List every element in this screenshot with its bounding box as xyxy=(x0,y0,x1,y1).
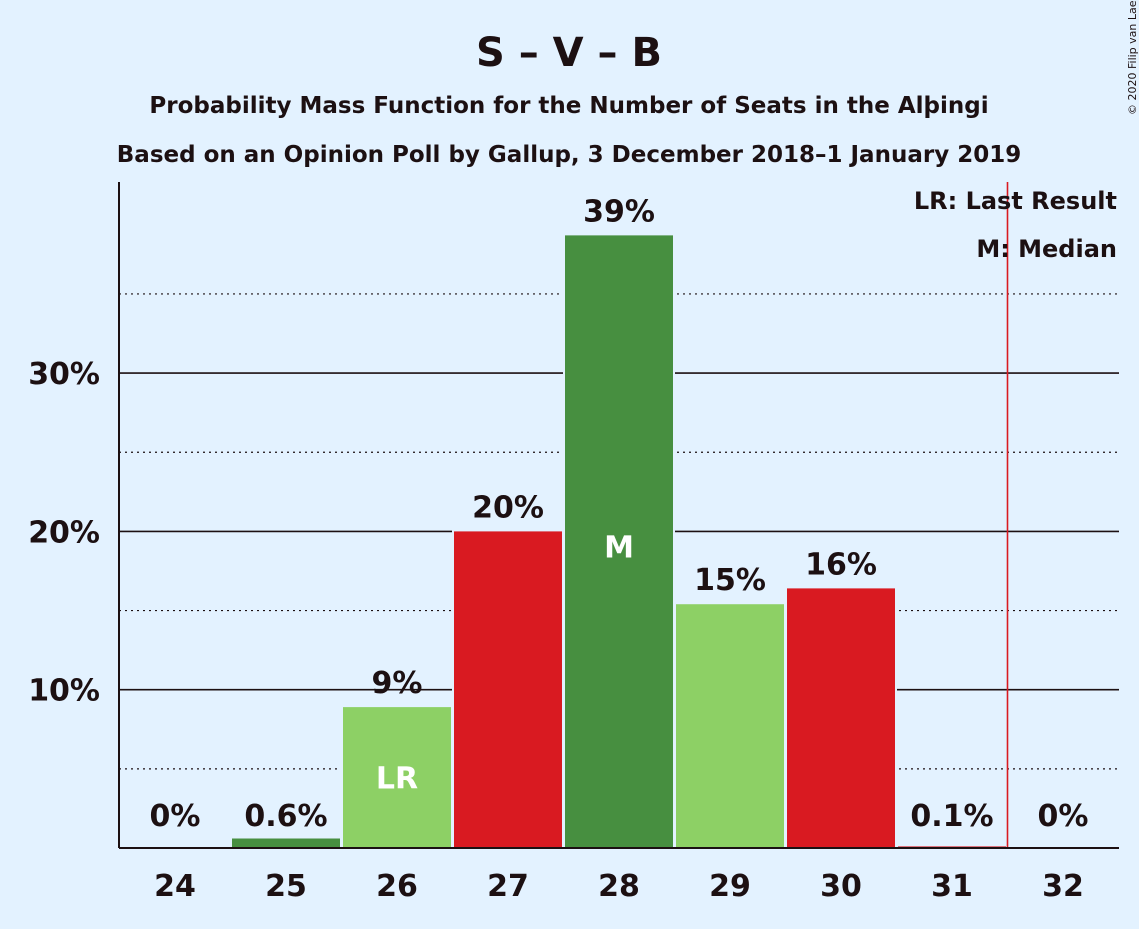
value-label: 0% xyxy=(150,799,201,834)
x-tick-label: 29 xyxy=(709,869,751,904)
value-label: 15% xyxy=(694,563,766,598)
bar-29 xyxy=(676,604,784,848)
chart-subtitle-1: Probability Mass Function for the Number… xyxy=(149,93,988,119)
value-label: 0% xyxy=(1038,799,1089,834)
bar-marker-lr: LR xyxy=(376,762,418,797)
bar-marker-m: M xyxy=(604,530,634,565)
bar-26 xyxy=(343,707,451,848)
x-tick-label: 28 xyxy=(598,869,640,904)
x-tick-label: 30 xyxy=(820,869,862,904)
legend-median: M: Median xyxy=(976,235,1117,263)
value-label: 16% xyxy=(805,547,877,582)
bar-30 xyxy=(787,588,895,848)
axes: 10% 20% 30% 24 25 26 27 28 29 30 31 32 xyxy=(28,182,1119,904)
chart-subtitle-2: Based on an Opinion Poll by Gallup, 3 De… xyxy=(117,142,1021,168)
bars xyxy=(230,233,1008,848)
legend-last-result: LR: Last Result xyxy=(914,187,1117,215)
x-tick-label: 26 xyxy=(376,869,418,904)
y-tick-label: 10% xyxy=(28,674,100,709)
value-label: 0.6% xyxy=(244,799,327,834)
value-label: 9% xyxy=(372,666,423,701)
y-tick-label: 30% xyxy=(28,357,100,392)
x-tick-label: 31 xyxy=(931,869,973,904)
value-label: 20% xyxy=(472,490,544,525)
bar-gap xyxy=(896,844,1008,848)
bar-25 xyxy=(232,838,340,848)
value-labels: 0% 0.6% 9% 20% 39% 15% 16% 0.1% 0% LR M xyxy=(150,194,1089,834)
chart-title: S – V – B xyxy=(476,30,662,76)
x-tick-label: 27 xyxy=(487,869,529,904)
bar-28 xyxy=(565,235,673,848)
bar-27 xyxy=(454,531,562,848)
copyright-text: © 2020 Filip van Laenen xyxy=(1126,0,1139,115)
value-label: 39% xyxy=(583,194,655,229)
x-tick-label: 24 xyxy=(154,869,196,904)
x-tick-label: 32 xyxy=(1042,869,1084,904)
value-label: 0.1% xyxy=(910,799,993,834)
x-tick-label: 25 xyxy=(265,869,307,904)
y-tick-label: 20% xyxy=(28,515,100,550)
